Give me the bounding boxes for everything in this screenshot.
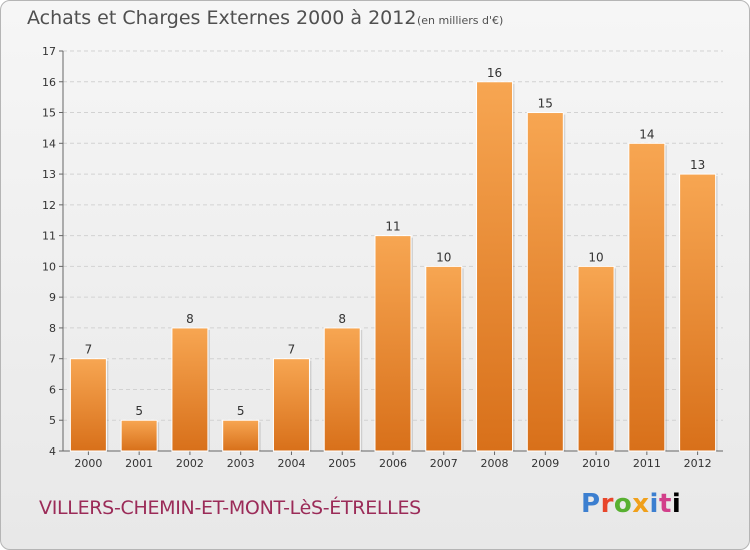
x-tick-label: 2001 <box>125 457 153 470</box>
bar-2010[interactable] <box>577 265 615 452</box>
brand-letter: P <box>581 489 601 519</box>
bar-2012[interactable] <box>679 173 717 452</box>
y-tick-label: 7 <box>49 353 56 366</box>
bar-2005[interactable] <box>323 327 361 452</box>
value-label: 14 <box>639 127 654 141</box>
bar-2006[interactable] <box>374 235 412 452</box>
labels: 2000 7 2001 5 2002 8 2003 5 2004 7 2005 8 2006 11 2007… <box>74 66 711 470</box>
x-tick-label: 2009 <box>531 457 559 470</box>
value-label: 15 <box>538 97 553 111</box>
value-label: 8 <box>338 312 346 326</box>
bar-2011[interactable] <box>628 142 666 452</box>
value-label: 8 <box>186 312 194 326</box>
x-tick-label: 2010 <box>582 457 610 470</box>
brand-letter: x <box>632 489 650 519</box>
value-label: 10 <box>588 250 603 264</box>
y-tick-label: 16 <box>42 76 56 89</box>
x-tick-label: 2000 <box>74 457 102 470</box>
y-tick-label: 17 <box>42 45 56 58</box>
value-label: 5 <box>135 404 143 418</box>
x-tick-label: 2008 <box>481 457 509 470</box>
y-tick-label: 12 <box>42 199 56 212</box>
bars <box>69 81 718 452</box>
y-tick-label: 6 <box>49 383 56 396</box>
chart-unit: (en milliers d'€) <box>417 14 504 27</box>
bar-2009[interactable] <box>526 112 564 452</box>
y-tick-label: 11 <box>42 230 56 243</box>
proxiti-logo[interactable]: Proxiti <box>581 489 681 519</box>
value-label: 11 <box>385 220 400 234</box>
value-label: 7 <box>288 343 296 357</box>
commune-name: VILLERS-CHEMIN-ET-MONT-LèS-ÉTRELLES <box>39 497 421 519</box>
bar-2001[interactable] <box>120 419 158 452</box>
x-tick-label: 2003 <box>227 457 255 470</box>
bar-2002[interactable] <box>171 327 209 452</box>
brand-letter: i <box>671 489 682 519</box>
x-tick-label: 2004 <box>277 457 305 470</box>
brand-letter: o <box>613 489 633 519</box>
y-tick-label: 5 <box>49 414 56 427</box>
bar-2008[interactable] <box>476 81 514 452</box>
value-label: 16 <box>487 66 502 80</box>
y-tick-label: 9 <box>49 291 56 304</box>
x-tick-label: 2007 <box>430 457 458 470</box>
y-tick-label: 8 <box>49 322 56 335</box>
value-label: 5 <box>237 404 245 418</box>
y-tick-label: 4 <box>49 445 56 458</box>
brand-letter: i <box>649 489 659 519</box>
x-tick-label: 2005 <box>328 457 356 470</box>
value-label: 10 <box>436 250 451 264</box>
x-tick-label: 2002 <box>176 457 204 470</box>
y-tick-label: 14 <box>42 137 56 150</box>
value-label: 7 <box>85 343 93 357</box>
chart-title: Achats et Charges Externes 2000 à 2012 <box>27 7 417 29</box>
y-tick-label: 15 <box>42 107 56 120</box>
bar-2000[interactable] <box>69 358 107 452</box>
brand-letter: t <box>658 489 672 519</box>
bar-2003[interactable] <box>222 419 260 452</box>
value-label: 13 <box>690 158 705 172</box>
y-tick-label: 10 <box>42 260 56 273</box>
x-tick-label: 2006 <box>379 457 407 470</box>
bar-2004[interactable] <box>272 358 310 452</box>
y-tick-label: 13 <box>42 168 56 181</box>
bar-2007[interactable] <box>425 265 463 452</box>
brand-letter: r <box>600 489 614 519</box>
x-tick-label: 2011 <box>633 457 661 470</box>
x-tick-label: 2012 <box>684 457 712 470</box>
